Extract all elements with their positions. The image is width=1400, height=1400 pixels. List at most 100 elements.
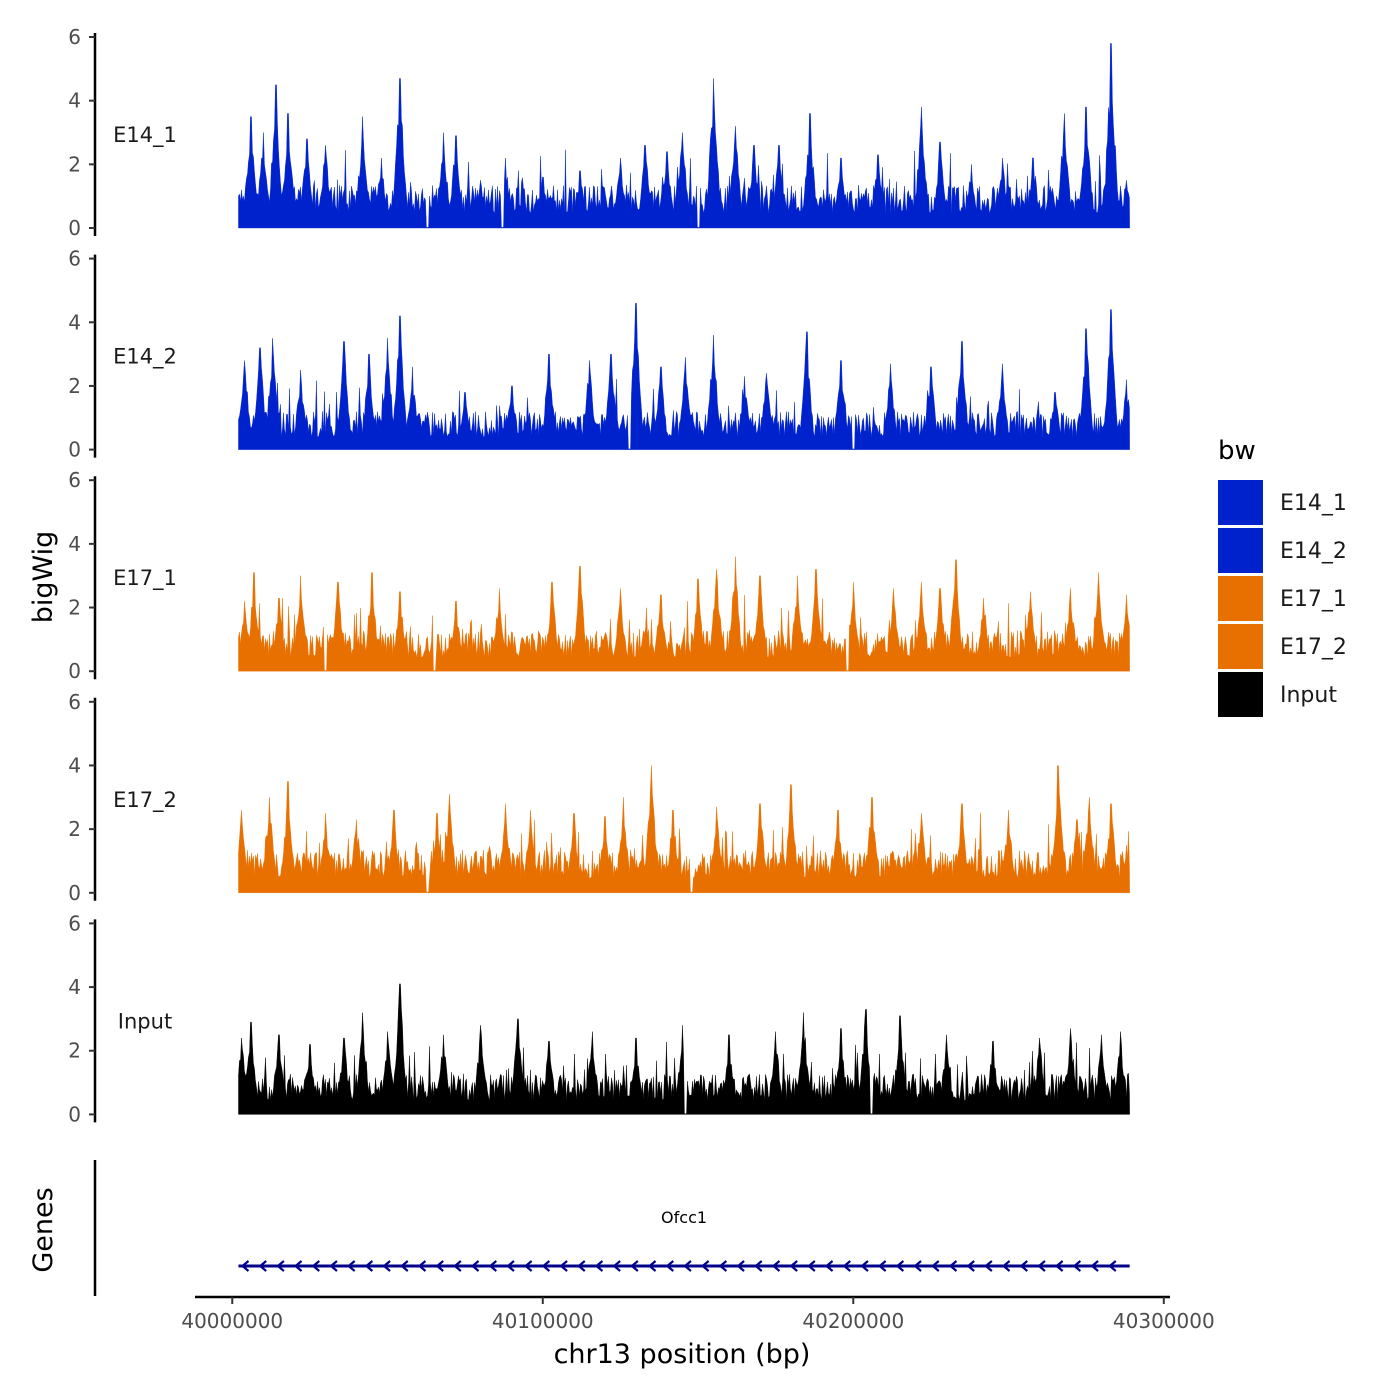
strand-arrow: [824, 1260, 834, 1272]
gene-track-title: Genes: [28, 1187, 59, 1272]
track-label: E17_2: [113, 788, 177, 813]
strand-arrow: [630, 1260, 639, 1272]
legend-swatch: [1218, 480, 1263, 525]
y-tick-label: 6: [68, 468, 81, 492]
y-tick-label: 4: [68, 753, 81, 777]
track-label: E14_2: [113, 345, 177, 370]
y-tick-label: 4: [68, 89, 81, 113]
y-tick-label: 6: [68, 911, 81, 935]
strand-arrow: [346, 1260, 356, 1272]
strand-arrow: [966, 1260, 975, 1272]
strand-arrow: [1090, 1260, 1099, 1272]
strand-arrow: [842, 1260, 851, 1272]
strand-arrow: [789, 1260, 798, 1272]
coverage-area: [238, 765, 1130, 893]
y-tick-label: 0: [68, 216, 81, 240]
strand-arrow: [400, 1260, 409, 1272]
strand-arrow: [488, 1260, 497, 1272]
strand-arrow: [1019, 1260, 1028, 1272]
y-tick-label: 6: [68, 690, 81, 714]
legend-swatch: [1218, 624, 1263, 669]
strand-arrow: [382, 1260, 391, 1272]
coverage-area: [238, 556, 1130, 672]
strand-arrow: [470, 1260, 480, 1272]
strand-arrow: [877, 1260, 887, 1272]
strand-arrow: [1108, 1260, 1117, 1272]
y-tick-label: 0: [68, 1102, 81, 1126]
y-tick-label: 2: [68, 817, 81, 841]
strand-arrow: [771, 1260, 781, 1272]
legend-label: E17_2: [1280, 635, 1347, 660]
track-input: 0 2 4 6 Input: [68, 911, 1130, 1126]
coverage-area: [238, 43, 1130, 229]
y-tick-label: 0: [68, 438, 81, 462]
y-tick-label: 6: [68, 247, 81, 271]
legend: bw E14_1 E14_2 E17_1 E17_2 Input: [1218, 436, 1347, 717]
strand-arrow: [1072, 1260, 1082, 1272]
strand-arrow: [665, 1260, 674, 1272]
y-tick-label: 2: [68, 374, 81, 398]
strand-arrow: [860, 1260, 869, 1272]
x-axis: 40000000 40100000 40200000 40300000: [181, 1295, 1215, 1333]
strand-arrow: [240, 1260, 250, 1272]
track-e17-2: 0 2 4 6 E17_2: [68, 690, 1130, 905]
strand-arrow: [523, 1260, 533, 1272]
strand-arrow: [577, 1260, 586, 1272]
strand-arrow: [807, 1260, 816, 1272]
strand-arrow: [647, 1260, 657, 1272]
x-tick-label: 40000000: [181, 1309, 283, 1333]
strand-arrow: [293, 1260, 303, 1272]
strand-arrow: [417, 1260, 427, 1272]
strand-arrow: [913, 1260, 922, 1272]
track-e14-2: 0 2 4 6 E14_2: [68, 247, 1130, 462]
coverage-area: [238, 302, 1130, 450]
coverage-area: [238, 983, 1130, 1115]
strand-arrow: [594, 1260, 604, 1272]
track-e14-1: 0 2 4 6 E14_1: [68, 25, 1130, 240]
y-axis-title: bigWig: [28, 531, 59, 624]
track-label: E17_1: [113, 566, 177, 591]
track-label: Input: [118, 1009, 172, 1033]
coverage-tracks: 0 2 4 6 E14_1 0 2 4 6 E14_2 0 2 4 6 E17_1 0 2 4 6 E17_2 0 2 4 6…: [68, 25, 1130, 1126]
strand-arrow: [736, 1260, 745, 1272]
legend-label: E14_1: [1280, 491, 1347, 516]
strand-arrow: [931, 1260, 940, 1272]
strand-arrow: [559, 1260, 568, 1272]
strand-arrow: [718, 1260, 728, 1272]
strand-arrow: [541, 1260, 551, 1272]
y-tick-label: 2: [68, 152, 81, 176]
strand-arrow: [895, 1260, 905, 1272]
x-tick-label: 40100000: [492, 1309, 594, 1333]
strand-arrow: [435, 1260, 444, 1272]
track-label: E14_1: [113, 123, 177, 148]
strand-arrow: [506, 1260, 515, 1272]
strand-arrow: [700, 1260, 710, 1272]
strand-arrow: [258, 1260, 267, 1272]
y-tick-label: 4: [68, 975, 81, 999]
legend-swatch: [1218, 528, 1263, 573]
strand-arrow: [948, 1260, 958, 1272]
strand-arrow: [1037, 1260, 1046, 1272]
strand-arrow: [311, 1260, 320, 1272]
strand-arrow: [329, 1260, 338, 1272]
strand-arrow: [683, 1260, 692, 1272]
legend-label: Input: [1280, 683, 1337, 708]
strand-arrow: [754, 1260, 763, 1272]
track-e17-1: 0 2 4 6 E17_1: [68, 468, 1130, 683]
y-tick-label: 0: [68, 881, 81, 905]
y-axis-title-group: bigWig: [28, 531, 59, 624]
strand-arrow: [364, 1260, 374, 1272]
strand-arrow: [612, 1260, 621, 1272]
strand-arrow: [1054, 1260, 1064, 1272]
strand-arrow: [1001, 1260, 1011, 1272]
x-axis-title: chr13 position (bp): [554, 1339, 811, 1370]
y-tick-label: 4: [68, 532, 81, 556]
legend-title: bw: [1218, 436, 1256, 466]
gene-label: Ofcc1: [661, 1208, 707, 1227]
x-tick-label: 40300000: [1113, 1309, 1215, 1333]
y-tick-label: 2: [68, 596, 81, 620]
y-tick-label: 0: [68, 659, 81, 683]
strand-arrow: [276, 1260, 285, 1272]
legend-label: E17_1: [1280, 587, 1347, 612]
